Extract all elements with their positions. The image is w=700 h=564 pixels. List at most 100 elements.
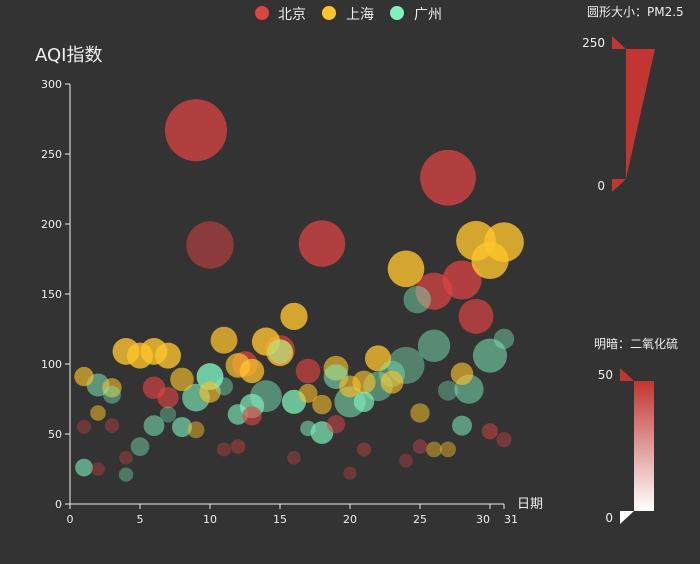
bubble-point[interactable]: 北京 21: 39 [356,442,372,457]
bubble-point[interactable]: 上海 5: 106 [126,342,154,369]
bubble-point[interactable]: 上海 17: 79 [298,383,318,403]
x-tick-label: 25 [413,513,427,526]
bubble-point[interactable]: 北京 31: 46 [496,432,512,448]
size-map-title: 圆形大小：PM2.5 [587,5,684,19]
bubble-point[interactable]: 广州 11: 84 [214,377,234,396]
bubble-point[interactable]: 北京 24: 31 [399,453,413,468]
bubble-point[interactable]: 北京 11: 39 [216,442,232,457]
size-visual-map: 圆形大小：PM2.5 250 0 [582,5,684,193]
bubbles: 北京 9: 267 北京 27: 233 北京 10: 185 北京 18: 186 上… [74,99,524,482]
opacity-map-max-handle[interactable] [620,368,634,381]
size-map-min-handle[interactable] [612,179,626,192]
bubble-point[interactable]: 上海 24: 168 [387,250,425,288]
size-map-bar [626,49,655,179]
bubble-point[interactable]: 北京 18: 186 [298,220,346,267]
bubble-point[interactable]: 北京 3: 56 [104,418,120,433]
bubble-point[interactable]: 北京 25: 41 [412,439,428,454]
x-tick-label: 30 [476,513,490,526]
bubble-point[interactable]: 上海 2: 65 [90,405,106,421]
bubble-point[interactable]: 上海 13: 95 [239,358,265,384]
bubble-point[interactable]: 上海 22: 104 [364,345,392,372]
bubble-point[interactable]: 广州 15: 109 [267,339,293,364]
legend-item-beijing[interactable]: 北京 [255,6,306,23]
size-map-min-label: 0 [597,179,605,193]
bubble-point[interactable]: 广州 7: 64 [159,406,177,423]
legend-label-shanghai: 上海 [346,7,374,23]
bubble-point[interactable]: 北京 30: 52 [481,423,499,440]
bubble-point[interactable]: 北京 1: 55 [76,419,92,435]
bubble-point[interactable]: 北京 17: 95 [295,358,321,384]
bubble-point[interactable]: 广州 6: 56 [143,415,165,437]
bubble-point[interactable]: 广州 17: 54 [300,420,316,437]
bubble-point[interactable]: 上海 11: 117 [210,326,238,354]
x-ticks: 0 5 10 15 20 25 30 31 [67,504,518,526]
bubble-point[interactable]: 上海 1: 91 [74,366,94,387]
bubble-point[interactable]: 广州 1: 26 [75,458,93,477]
legend-marker-shanghai [322,6,336,20]
bubble-point[interactable]: 北京 7: 76 [157,386,179,409]
bubble-point[interactable]: 上海 26: 39 [426,441,442,458]
bubble-point[interactable]: 上海 28: 93 [450,362,474,386]
bubble-point[interactable]: 北京 20: 22 [343,466,357,480]
bubble-point[interactable]: 上海 20: 84 [339,375,361,398]
bubble-point[interactable]: 北京 10: 185 [186,221,234,269]
x-axis-title: 日期 [517,497,543,512]
bubble-point[interactable]: 北京 19: 57 [326,415,346,434]
bubble-point[interactable]: 广州 5: 41 [130,437,150,456]
opacity-map-title: 明暗：二氧化硫 [594,336,678,351]
bubble-point[interactable]: 广州 21: 73 [353,391,375,412]
opacity-map-bar [634,381,654,511]
y-tick-label: 150 [41,288,62,301]
bubble-point[interactable]: 北京 12: 41 [230,439,246,454]
x-tick-label: 15 [273,513,287,526]
bubble-point[interactable]: 北京 27: 233 [420,149,476,206]
size-map-max-label: 250 [582,36,605,50]
bubble-point[interactable]: 广州 26: 113 [417,329,451,363]
bubble-point[interactable]: 北京 9: 267 [165,99,227,162]
opacity-map-min-handle[interactable] [620,511,634,524]
bubble-point[interactable]: 北京 4: 33 [119,450,133,465]
bubble-point[interactable]: 上海 9: 53 [187,421,205,439]
bubble-point[interactable]: 上海 15: 108 [266,339,294,367]
bubble-point[interactable]: 上海 16: 134 [280,302,308,331]
legend-marker-beijing [255,6,269,20]
legend-label-guangzhou: 广州 [414,7,442,23]
x-tick-label: 31 [504,513,518,526]
bubble-point[interactable]: 北京 26: 152 [415,272,453,310]
x-tick-label: 20 [343,513,357,526]
bubble-point[interactable]: 上海 10: 80 [199,381,221,403]
bubble-point[interactable]: 广州 24.8: 146 [403,285,431,314]
y-axis-title: AQI指数 [35,45,102,66]
bubble-point[interactable]: 上海 27: 39 [440,441,456,458]
bubble-point[interactable]: 广州 8: 55 [172,417,192,437]
bubble-point[interactable]: 广州 27: 81 [438,380,458,401]
bubble-point[interactable]: 广州 10: 91 [196,363,224,391]
bubble-point[interactable]: 上海 8: 89 [170,367,194,392]
legend-item-guangzhou[interactable]: 广州 [390,6,442,23]
bubble-point[interactable]: 广州 31: 118 [493,328,515,349]
bubble-point[interactable]: 北京 13: 63 [242,406,262,426]
x-tick-label: 10 [203,513,217,526]
y-tick-label: 50 [48,428,62,441]
y-tick-label: 0 [55,498,62,511]
size-map-max-handle[interactable] [612,36,626,49]
legend-label-beijing: 北京 [278,7,306,23]
bubble-point[interactable]: 广州 28: 56 [452,415,472,436]
bubble-point[interactable]: 上海 7: 106 [154,342,182,369]
bubble-point[interactable]: 北京 2: 25 [91,462,105,476]
legend-item-shanghai[interactable]: 上海 [322,6,374,23]
bubble-point[interactable]: 广州 30: 106 [472,338,508,373]
bubble-point[interactable]: 上海 18: 71 [312,394,332,415]
bubble-point[interactable]: 北京 16: 33 [287,450,301,465]
bubble-point[interactable]: 上海 25: 65 [410,403,430,423]
bubble-point[interactable]: 北京 29: 134 [458,298,494,334]
x-tick-label: 0 [67,513,74,526]
bubble-point[interactable]: 上海 3: 83 [102,378,122,398]
bubble-point[interactable]: 广州 3: 78 [103,385,121,404]
bubble-point[interactable]: 上海 23: 87 [380,370,404,394]
bubble-point[interactable]: 上海 30: 174 [471,241,509,280]
bubble-point[interactable]: 广州 4: 21 [118,467,134,482]
y-tick-label: 300 [41,78,62,91]
